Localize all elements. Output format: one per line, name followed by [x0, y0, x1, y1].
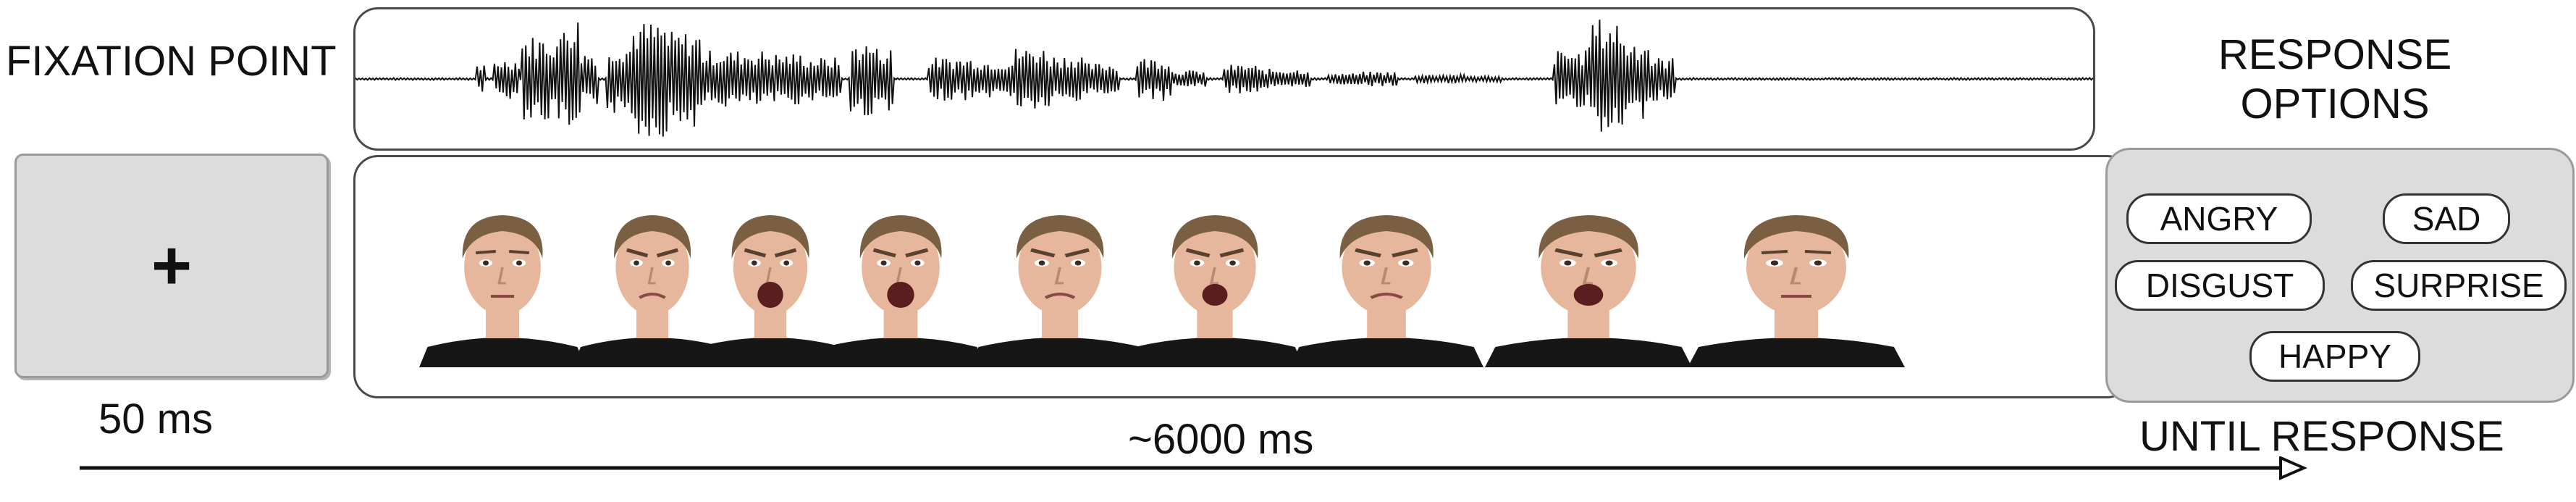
response-title-line2: OPTIONS: [2240, 80, 2430, 127]
audio-waveform: [355, 20, 2093, 137]
option-sad[interactable]: SAD: [2383, 193, 2510, 244]
response-duration: UNTIL RESPONSE: [2139, 413, 2504, 460]
face-neutral-9: [1688, 215, 1905, 367]
fixation-title: FIXATION POINT: [6, 38, 337, 85]
face-angry-6: [1126, 215, 1304, 367]
response-title: RESPONSE OPTIONS: [2215, 30, 2454, 129]
response-title-line1: RESPONSE: [2218, 31, 2452, 78]
fixation-cross: +: [151, 227, 193, 304]
fixation-duration: 50 ms: [98, 396, 213, 443]
face-disgust-7: [1289, 215, 1483, 367]
fixation-screen: +: [14, 154, 329, 378]
option-angry[interactable]: ANGRY: [2126, 193, 2312, 244]
face-neutral-1: [419, 215, 586, 367]
timeline-arrow: [80, 456, 2307, 481]
face-disgust-2: [573, 215, 732, 367]
audio-waveform-panel: [353, 7, 2095, 151]
face-surprise-3: [690, 215, 851, 367]
face-surprise-4: [816, 215, 985, 367]
option-surprise[interactable]: SURPRISE: [2351, 260, 2567, 311]
stimulus-duration: ~6000 ms: [1128, 416, 1314, 463]
waveform-trace: [355, 20, 2093, 137]
face-angry-5: [969, 215, 1150, 367]
face-stimuli-panel: [353, 155, 2131, 398]
option-disgust[interactable]: DISGUST: [2115, 260, 2325, 311]
timeline-arrowhead: [2279, 456, 2307, 481]
option-happy[interactable]: HAPPY: [2249, 331, 2420, 382]
face-angry-8: [1485, 215, 1692, 367]
response-options-panel: ANGRY SAD DISGUST SURPRISE HAPPY: [2105, 148, 2575, 403]
